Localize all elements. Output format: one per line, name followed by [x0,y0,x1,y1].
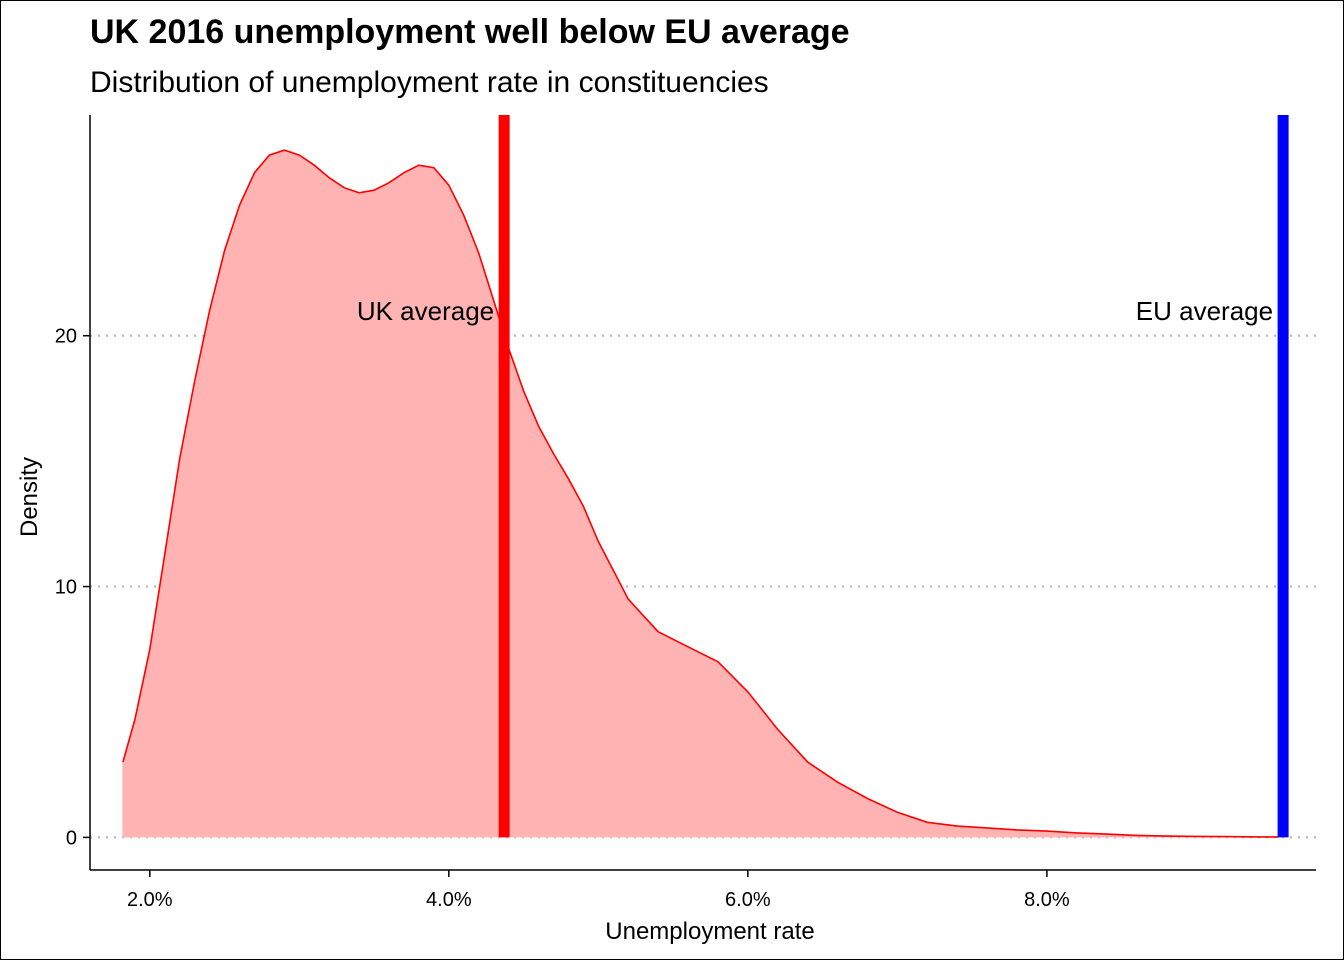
x-tick-label-2: 6.0% [725,889,771,911]
eu-average-label: EU average [1136,296,1273,326]
density-area [122,149,1279,838]
chart-subtitle: Distribution of unemployment rate in con… [90,66,769,99]
density-fill [122,150,1279,838]
x-tick-label-0: 2.0% [127,889,173,911]
x-tick-label-3: 8.0% [1024,889,1070,911]
chart-title: UK 2016 unemployment well below EU avera… [90,13,850,51]
y-tick-label-2: 20 [55,326,77,348]
x-tick-label-1: 4.0% [426,889,472,911]
y-tick-label-1: 10 [55,577,77,599]
y-axis-label: Density [16,457,43,537]
x-axis-label: Unemployment rate [605,918,814,945]
reference-lines: UK average EU average [357,115,1289,838]
x-ticks: 2.0% 4.0% 6.0% 8.0% [127,870,1070,911]
y-tick-label-0: 0 [66,827,77,849]
y-ticks: 0 10 20 [55,326,90,849]
density-curve [122,149,1279,838]
axes [89,115,1316,871]
uk-average-label: UK average [357,296,494,326]
